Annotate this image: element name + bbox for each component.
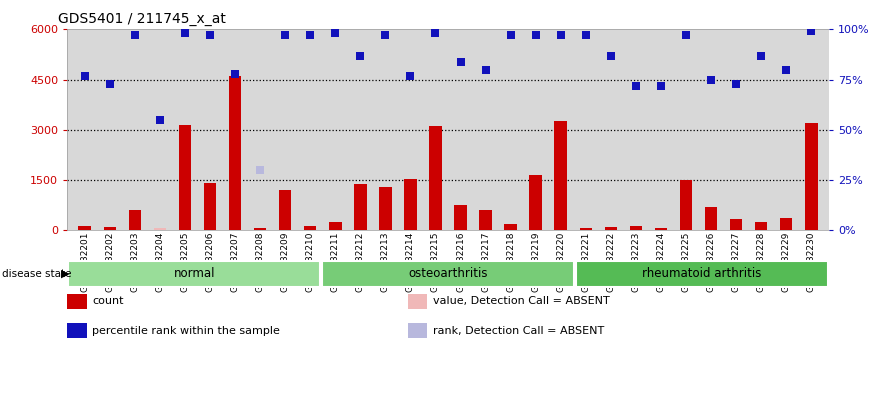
Text: disease state: disease state <box>2 269 72 279</box>
Point <box>804 28 818 35</box>
Bar <box>323 261 573 287</box>
Point <box>504 32 518 39</box>
Text: count: count <box>92 296 124 306</box>
Point <box>679 32 694 39</box>
Bar <box>254 228 266 230</box>
Bar <box>379 187 392 230</box>
Point <box>654 83 668 89</box>
Text: GDS5401 / 211745_x_at: GDS5401 / 211745_x_at <box>58 12 226 26</box>
Text: osteoarthritis: osteoarthritis <box>409 267 487 280</box>
Point <box>127 32 142 39</box>
Bar <box>479 210 492 230</box>
Point <box>152 116 167 123</box>
Bar <box>129 210 141 230</box>
Bar <box>279 190 291 230</box>
Bar <box>354 184 366 230</box>
Point <box>328 30 342 37</box>
Point <box>754 52 769 59</box>
Point <box>704 76 719 83</box>
Bar <box>805 123 817 230</box>
Text: value, Detection Call = ABSENT: value, Detection Call = ABSENT <box>433 296 609 306</box>
Point <box>303 32 317 39</box>
Point <box>453 59 468 65</box>
Point <box>177 30 192 37</box>
Bar <box>329 222 341 230</box>
Bar <box>530 175 542 230</box>
Point <box>378 32 392 39</box>
Bar <box>203 183 216 230</box>
Point <box>278 32 292 39</box>
Bar <box>755 222 767 230</box>
Point <box>103 81 117 87</box>
Point <box>253 167 267 173</box>
Bar <box>429 126 442 230</box>
Point <box>604 52 618 59</box>
Point <box>353 52 367 59</box>
Point <box>629 83 643 89</box>
Point <box>403 72 418 79</box>
Text: ▶: ▶ <box>61 269 69 279</box>
Bar <box>730 219 743 230</box>
Bar <box>454 205 467 230</box>
Bar <box>228 75 241 230</box>
Bar <box>153 228 166 230</box>
Bar <box>555 121 567 230</box>
Bar <box>630 226 642 230</box>
Bar <box>178 125 191 230</box>
Point <box>202 32 217 39</box>
Bar <box>104 227 116 230</box>
Point <box>478 66 493 73</box>
Point <box>529 32 543 39</box>
Bar <box>655 228 668 230</box>
Bar <box>404 179 417 230</box>
Bar <box>580 228 592 230</box>
Point <box>579 32 593 39</box>
Bar <box>68 261 320 287</box>
Bar <box>605 227 617 230</box>
Bar <box>576 261 828 287</box>
Bar <box>304 226 316 230</box>
Bar <box>504 224 517 230</box>
Point <box>729 81 744 87</box>
Point <box>78 72 92 79</box>
Point <box>554 32 568 39</box>
Bar <box>705 206 718 230</box>
Text: percentile rank within the sample: percentile rank within the sample <box>92 325 280 336</box>
Point <box>228 70 242 77</box>
Text: rank, Detection Call = ABSENT: rank, Detection Call = ABSENT <box>433 325 604 336</box>
Point <box>779 66 793 73</box>
Bar <box>79 226 91 230</box>
Bar <box>680 180 693 230</box>
Point <box>428 30 443 37</box>
Text: rheumatoid arthritis: rheumatoid arthritis <box>642 267 762 280</box>
Text: normal: normal <box>174 267 215 280</box>
Bar <box>780 218 792 230</box>
